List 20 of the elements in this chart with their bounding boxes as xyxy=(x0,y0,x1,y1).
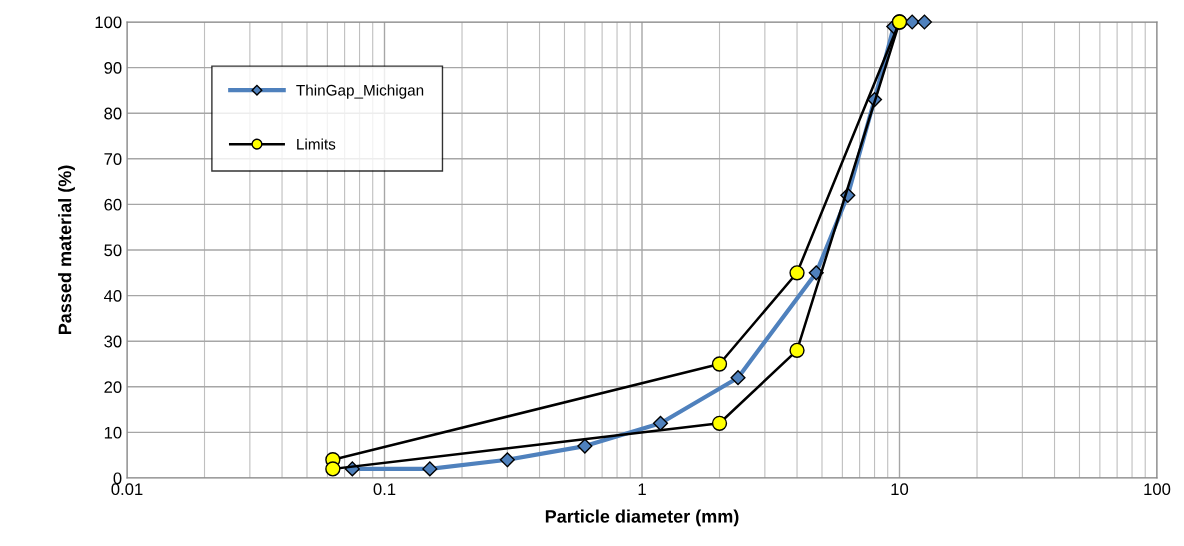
y-tick-label: 20 xyxy=(104,381,122,393)
y-tick-label: 30 xyxy=(104,335,122,348)
x-tick-label: 0.1 xyxy=(373,483,396,496)
legend-label: ThinGap_Michigan xyxy=(296,84,424,99)
x-tick-label: 0.01 xyxy=(111,483,143,496)
y-tick-label: 60 xyxy=(104,198,122,211)
x-tick-label: 100 xyxy=(1144,483,1171,496)
legend-label: Limits xyxy=(297,138,336,150)
y-tick-label: 40 xyxy=(103,290,122,302)
y-tick-label: 90 xyxy=(104,62,122,74)
y-tick-label: 70 xyxy=(104,153,122,165)
x-tick-label: 10 xyxy=(891,483,909,496)
y-tick-label: 10 xyxy=(104,426,122,439)
y-tick-label: 80 xyxy=(104,107,122,120)
y-tick-label: 50 xyxy=(104,244,122,257)
y-axis-title: Passed material (%) xyxy=(58,165,75,335)
y-tick-label: 100 xyxy=(95,16,122,29)
x-tick-label: 1 xyxy=(638,483,646,495)
y-tick-label: 0 xyxy=(113,472,122,485)
x-axis-title: Particle diameter (mm) xyxy=(545,509,739,527)
